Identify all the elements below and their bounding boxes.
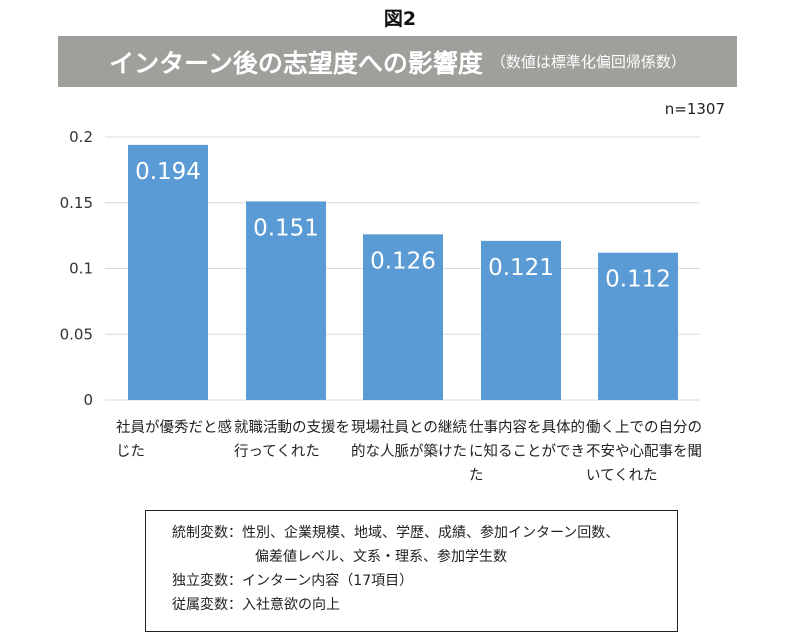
x-category-label: 働く上での自分の不安や心配事を聞いてくれた xyxy=(586,420,702,484)
sample-size: n=1307 xyxy=(664,100,725,118)
bar xyxy=(363,234,443,400)
control-variables: 統制変数：性別、企業規模、地域、学歴、成績、参加インターン回数、 xyxy=(172,525,620,541)
chart-title: インターン後の志望度への影響度 xyxy=(109,48,483,78)
chart-subtitle: （数値は標準化偏回帰係数） xyxy=(490,53,686,71)
y-tick-label: 0.2 xyxy=(69,128,93,146)
bar xyxy=(481,240,561,400)
x-category-label: 現場社員との継続的な人脈が築けた xyxy=(351,420,467,460)
independent-variable: 独立変数：インターン内容（17項目） xyxy=(172,573,414,589)
control-variables-cont: 偏差値レベル、文系・理系、参加学生数 xyxy=(255,549,507,565)
y-tick-label: 0.05 xyxy=(60,325,93,343)
y-tick-label: 0.15 xyxy=(60,194,93,212)
x-category-label: 社員が優秀だと感じた xyxy=(116,420,232,460)
bar xyxy=(246,201,326,400)
bar xyxy=(128,144,208,400)
figure-label: 図2 xyxy=(383,8,417,30)
bar-value-label: 0.126 xyxy=(370,248,436,274)
y-tick-label: 0.1 xyxy=(69,260,93,278)
bar-value-label: 0.121 xyxy=(488,255,554,281)
x-category-label: 就職活動の支援を行ってくれた xyxy=(234,420,350,460)
dependent-variable: 従属変数：入社意欲の向上 xyxy=(172,597,340,613)
y-tick-label: 0 xyxy=(83,391,93,409)
bar-value-label: 0.112 xyxy=(605,267,671,293)
chart-title-banner: インターン後の志望度への影響度 （数値は標準化偏回帰係数） xyxy=(58,36,737,87)
bar-value-label: 0.194 xyxy=(135,159,201,185)
variables-note: 統制変数：性別、企業規模、地域、学歴、成績、参加インターン回数、 偏差値レベル、… xyxy=(145,510,678,632)
bar xyxy=(598,252,678,400)
bar-value-label: 0.151 xyxy=(253,215,319,241)
x-category-label: 仕事内容を具体的に知ることができた xyxy=(469,420,585,484)
